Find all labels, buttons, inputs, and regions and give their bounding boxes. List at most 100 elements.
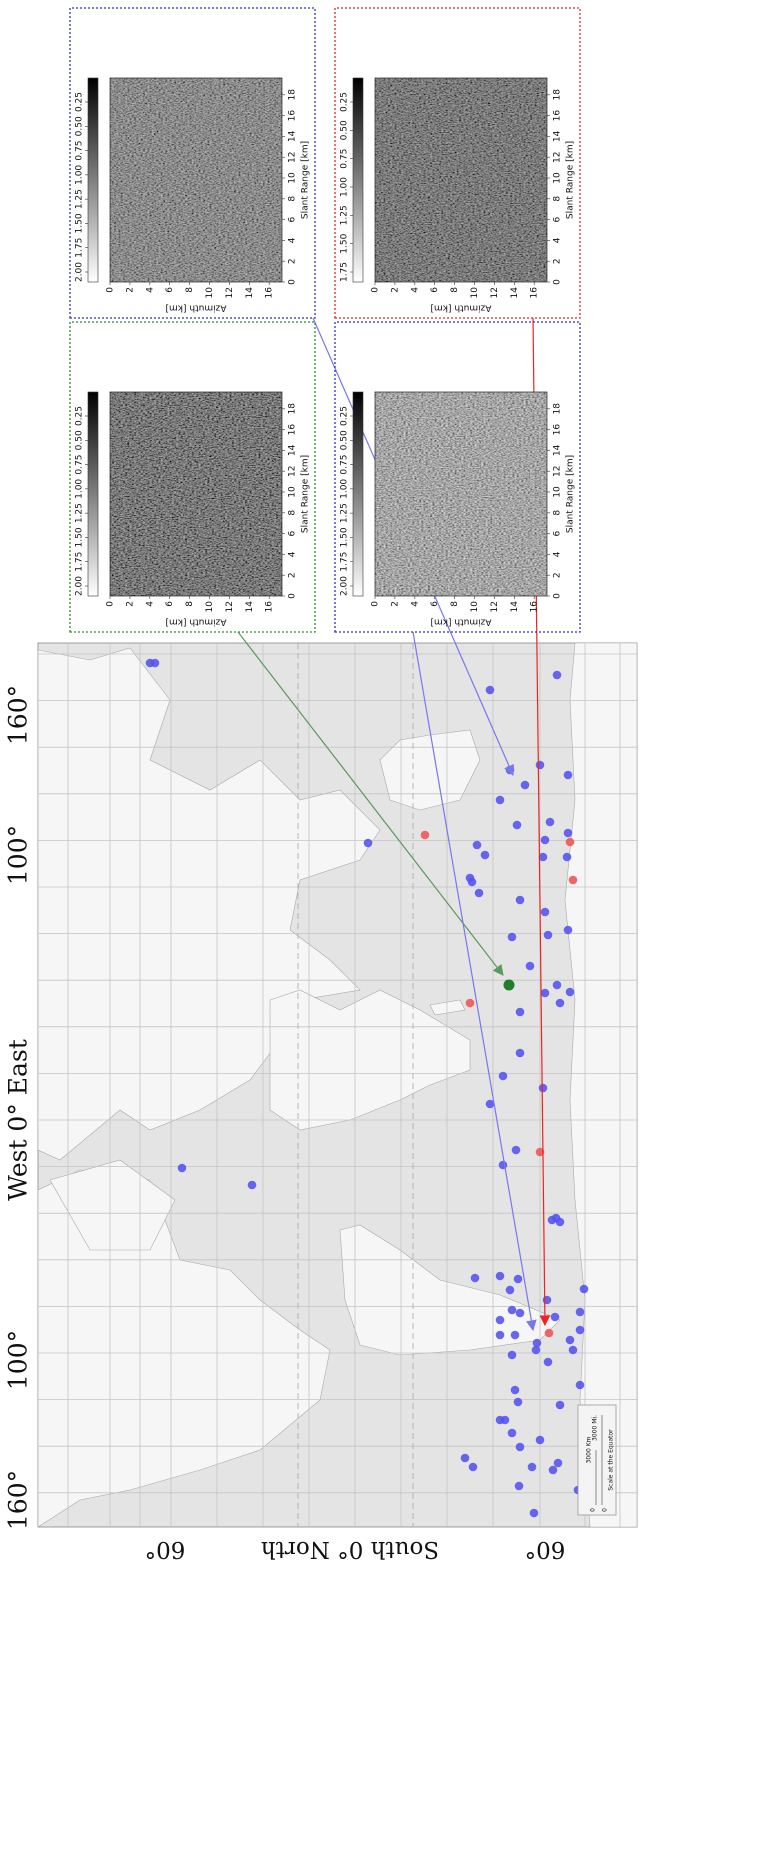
site-dot [485, 685, 495, 695]
site-dot [177, 1163, 187, 1173]
azimuth-tick-label: 2 [390, 287, 400, 293]
site-dot [565, 837, 575, 847]
site-dot [507, 1428, 517, 1438]
latitude-label: 60° [145, 1536, 186, 1562]
site-dot [515, 895, 525, 905]
site-dot [480, 850, 490, 860]
colorbar-tick-label: 2.00 [340, 576, 350, 596]
azimuth-tick-label: 12 [490, 287, 500, 298]
slant-range-tick-label: 12 [553, 465, 563, 476]
slant-range-tick-label: 16 [553, 424, 563, 436]
site-dot [540, 907, 550, 917]
scale-bar: 0 0 3000 Km 3000 Mi. Scale at the Equato… [577, 1404, 617, 1516]
slant-range-tick-label: 4 [288, 551, 298, 557]
site-dot [495, 1330, 505, 1340]
azimuth-tick-label: 6 [430, 601, 440, 607]
site-dot [512, 820, 522, 830]
azimuth-tick-label: 6 [165, 601, 175, 607]
graticule [38, 643, 637, 1527]
sar-panel: 2.00 1.75 1.50 1.25 1.00 0.75 0.50 0.25 0 2 4 6 8 10 1… [69, 7, 316, 319]
site-dot [535, 1147, 545, 1157]
site-dot [568, 1345, 578, 1355]
site-dot [513, 1397, 523, 1407]
site-dot [538, 1083, 548, 1093]
sar-image [110, 78, 282, 282]
site-dot [495, 795, 505, 805]
colorbar-tick-label: 0.25 [75, 406, 85, 426]
colorbar-tick-label: 0.50 [340, 120, 350, 140]
colorbar-tick-label: 0.75 [75, 455, 85, 475]
slant-range-label: Slant Range [km] [301, 455, 311, 533]
colorbar-tick-label: 0.25 [340, 406, 350, 426]
slant-range-tick-label: 12 [288, 465, 298, 476]
azimuth-tick-label: 2 [125, 287, 135, 293]
site-dot [563, 770, 573, 780]
azimuth-label: Azimuth [km] [166, 617, 227, 627]
site-dot [579, 1284, 589, 1294]
sar-panel: 2.00 1.75 1.50 1.25 1.00 0.75 0.50 0.25 0 2 4 6 8 10 1… [334, 321, 581, 633]
slant-range-tick-label: 8 [288, 510, 298, 516]
colorbar-tick-label: 1.00 [340, 177, 350, 197]
azimuth-tick-label: 4 [410, 287, 420, 293]
site-dot [468, 1462, 478, 1472]
slant-range-label: Slant Range [km] [566, 455, 576, 533]
site-dot [495, 1271, 505, 1281]
site-dot [150, 658, 160, 668]
site-dot [543, 930, 553, 940]
azimuth-label: Azimuth [km] [431, 617, 492, 627]
slant-range-tick-label: 6 [553, 530, 563, 536]
azimuth-tick-label: 6 [430, 287, 440, 293]
azimuth-tick-label: 16 [265, 601, 275, 613]
azimuth-tick-label: 0 [106, 287, 116, 293]
scale-box [577, 1404, 617, 1516]
colorbar-tick-label: 1.50 [75, 213, 85, 233]
sar-panel: 2.00 1.75 1.50 1.25 1.00 0.75 0.50 0.25 0 2 4 6 8 10 1… [69, 321, 316, 633]
site-dot [553, 1458, 563, 1468]
site-dot [520, 780, 530, 790]
slant-range-tick-label: 14 [288, 130, 298, 142]
site-dot [542, 1295, 552, 1305]
site-dot [474, 888, 484, 898]
site-dot [507, 1350, 517, 1360]
azimuth-tick-label: 10 [470, 287, 480, 299]
azimuth-tick-label: 2 [125, 601, 135, 607]
colorbar-tick-label: 2.00 [75, 262, 85, 282]
azimuth-tick-label: 10 [205, 287, 215, 299]
azimuth-label: Azimuth [km] [166, 303, 227, 313]
colorbar-tick-label: 0.75 [340, 149, 350, 169]
slant-range-tick-label: 2 [288, 258, 298, 264]
image-frame [109, 391, 283, 597]
slant-range-tick-label: 16 [288, 110, 298, 122]
colorbar-tick-label: 1.75 [75, 552, 85, 572]
scale-km: 3000 Km [586, 1436, 593, 1463]
site-dot [544, 1328, 554, 1338]
azimuth-tick-label: 16 [530, 601, 540, 613]
panel-border [334, 7, 581, 319]
azimuth-tick-label: 0 [371, 601, 381, 607]
site-dot [498, 1160, 508, 1170]
site-dot [515, 1442, 525, 1452]
site-dot [565, 1335, 575, 1345]
scale-zero: 0 [602, 1508, 609, 1512]
site-dot [532, 1338, 542, 1348]
slant-range-tick-label: 0 [288, 279, 298, 285]
slant-range-tick-label: 8 [288, 196, 298, 202]
site-dot [507, 1305, 517, 1315]
slant-range-tick-label: 10 [288, 486, 298, 498]
image-frame [374, 391, 548, 597]
colorbar-tick-label: 1.25 [75, 189, 85, 209]
colorbar-tick-label: 1.75 [340, 262, 350, 282]
colorbar [352, 77, 364, 283]
colorbar-tick-label: 1.50 [340, 233, 350, 253]
azimuth-tick-label: 12 [225, 601, 235, 612]
site-dot [575, 1380, 585, 1390]
colorbar-tick-label: 0.25 [75, 92, 85, 112]
site-dot [565, 987, 575, 997]
site-dot [550, 1312, 560, 1322]
slant-range-tick-label: 0 [553, 593, 563, 599]
site-dot [563, 828, 573, 838]
site-dot [555, 998, 565, 1008]
latitude-label: South 0° North [261, 1536, 439, 1562]
panel-border [69, 321, 316, 633]
